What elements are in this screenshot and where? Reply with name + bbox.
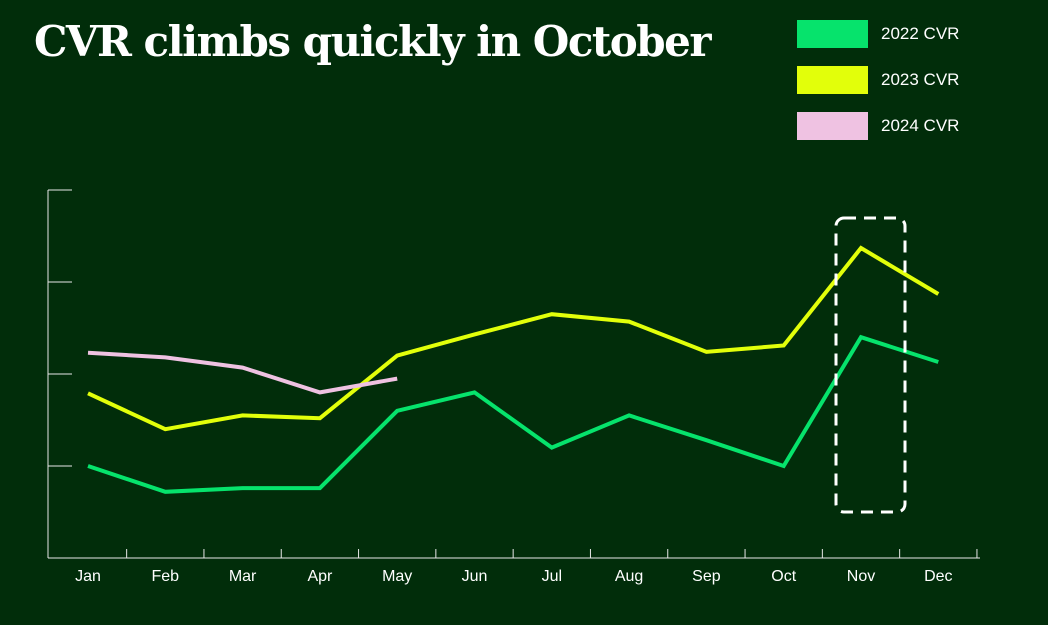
y-axis	[47, 189, 72, 559]
x-tick-label: Aug	[615, 568, 643, 585]
x-tick-label: Jan	[75, 568, 101, 585]
series-line-1	[87, 334, 939, 494]
x-tick-label: Sep	[692, 568, 721, 585]
legend-label-2022: 2022 CVR	[881, 24, 960, 43]
series-line-2	[87, 245, 940, 432]
x-tick-label: Jun	[462, 568, 488, 585]
legend-swatch-2022	[797, 20, 868, 48]
x-tick-label: Jul	[542, 568, 562, 585]
x-tick-label: Feb	[152, 568, 180, 585]
x-tick-label: Oct	[771, 568, 796, 585]
legend-item-2023: 2023 CVR	[797, 66, 959, 94]
highlight-group	[834, 216, 907, 514]
series-lines	[87, 245, 940, 494]
legend: 2022 CVR 2023 CVR 2024 CVR	[797, 20, 959, 158]
legend-label-2023: 2023 CVR	[881, 70, 960, 89]
highlight-box	[834, 216, 907, 514]
legend-swatch-2023	[797, 66, 868, 94]
x-tick-label: Apr	[307, 568, 333, 585]
series-line-3	[87, 350, 398, 395]
x-tick-label: Mar	[229, 568, 257, 585]
x-tick-label: May	[382, 568, 412, 585]
x-tick-label: Dec	[924, 568, 952, 585]
legend-label-2024: 2024 CVR	[881, 116, 960, 135]
legend-item-2024: 2024 CVR	[797, 112, 959, 140]
x-tick-label: Nov	[847, 568, 875, 585]
chart-title: CVR climbs quickly in October	[34, 17, 712, 66]
legend-swatch-2024	[797, 112, 868, 140]
x-axis: Jan Feb Mar Apr May Jun Jul Aug Sep Oct Nov Dec	[48, 549, 980, 585]
legend-item-2022: 2022 CVR	[797, 20, 959, 48]
